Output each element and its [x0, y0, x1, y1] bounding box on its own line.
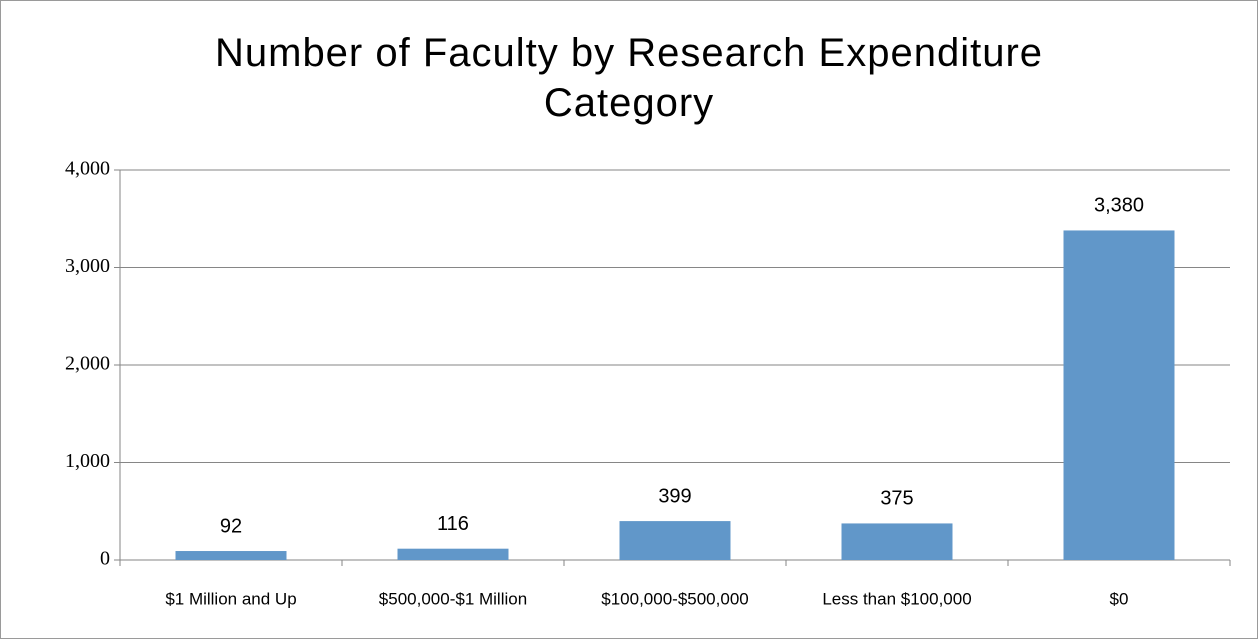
- y-tick-label: 3,000: [65, 255, 110, 277]
- bar: [841, 523, 953, 560]
- chart-title: Number of Faculty by Research Expenditur…: [214, 31, 1044, 125]
- bar: [397, 548, 509, 560]
- bar: [1063, 230, 1175, 560]
- bar: [619, 521, 731, 560]
- y-tick-label: 2,000: [65, 353, 110, 375]
- data-label: 92: [220, 515, 242, 537]
- data-label: 3,380: [1094, 195, 1144, 217]
- data-label: 375: [880, 488, 913, 510]
- x-tick-label: $100,000-$500,000: [601, 589, 748, 608]
- x-tick-label: $0: [1110, 589, 1129, 608]
- x-tick-label: $1 Million and Up: [165, 589, 296, 608]
- y-tick-label: 0: [100, 548, 110, 570]
- bar: [175, 551, 287, 560]
- y-tick-label: 4,000: [65, 158, 110, 180]
- x-tick-label: $500,000-$1 Million: [379, 589, 527, 608]
- data-label: 116: [437, 513, 469, 535]
- y-tick-label: 1,000: [65, 450, 110, 472]
- x-tick-label: Less than $100,000: [822, 589, 971, 608]
- data-label: 399: [658, 485, 691, 507]
